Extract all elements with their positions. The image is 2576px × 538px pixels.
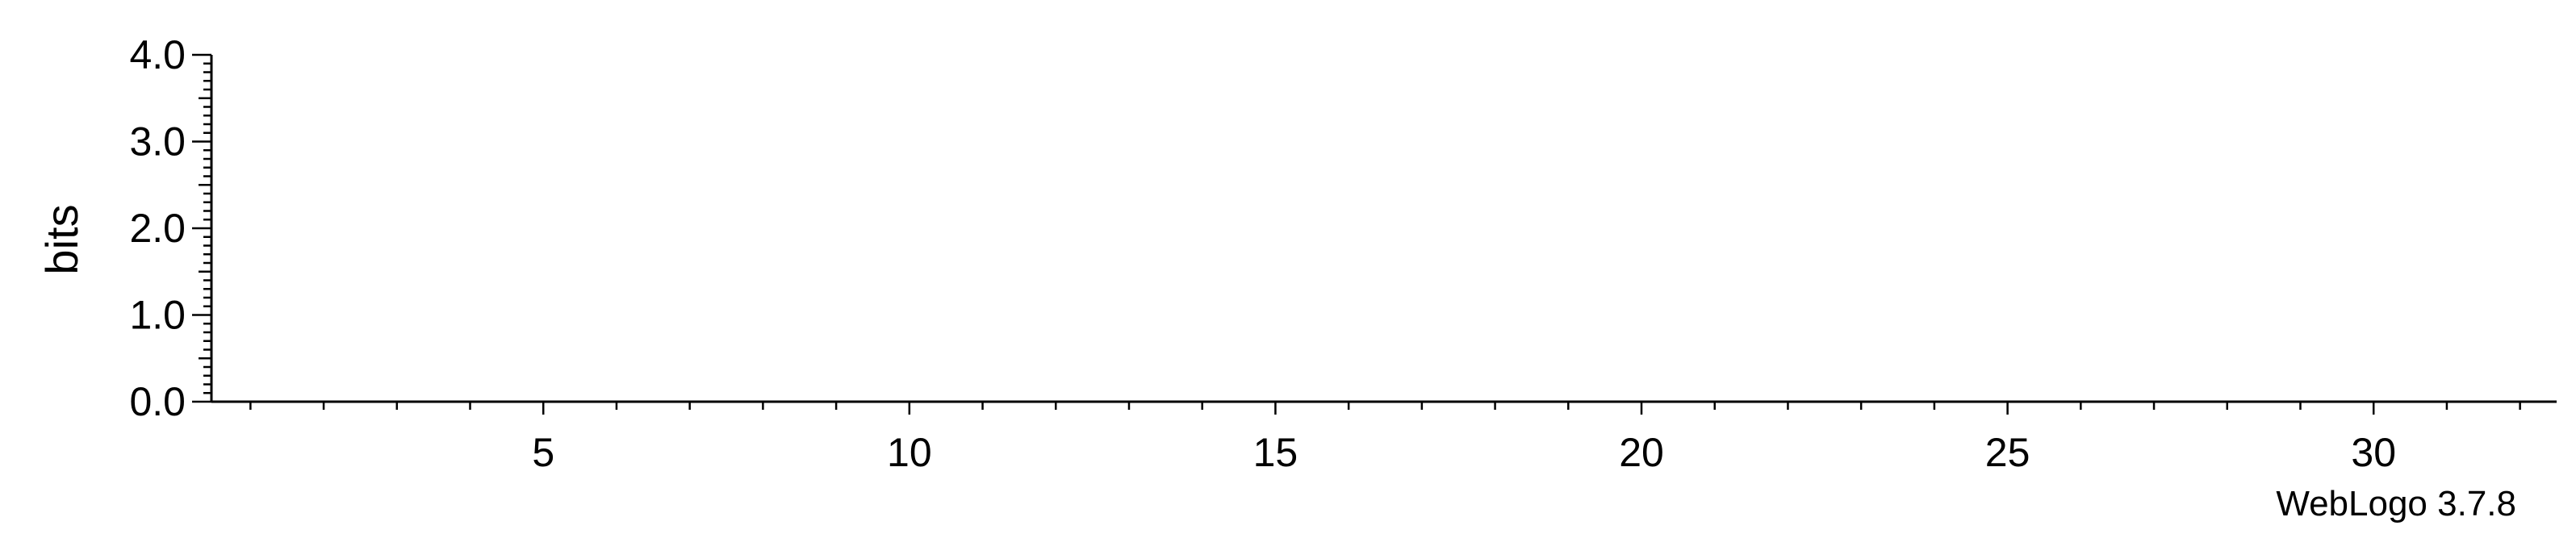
x-tick-label: 30	[2351, 430, 2396, 475]
x-tick-label: 15	[1253, 430, 1298, 475]
x-tick-label: 5	[532, 430, 554, 475]
y-axis: 0.0 1.0 2.0 3.0 4.0 bits	[36, 32, 213, 424]
y-tick-label: 1.0	[129, 293, 186, 338]
y-tick-label: 3.0	[129, 119, 186, 165]
y-axis-label: bits	[36, 204, 87, 274]
x-tick-label: 20	[1619, 430, 1664, 475]
y-tick-label: 0.0	[129, 379, 186, 424]
x-tick-label: 25	[1985, 430, 2030, 475]
weblogo-credit: WebLogo 3.7.8	[2276, 484, 2516, 523]
y-tick-label: 2.0	[129, 206, 186, 251]
y-tick-label: 4.0	[129, 32, 186, 77]
x-tick-label: 10	[887, 430, 932, 475]
x-axis: 5 10 15 20 25 30	[211, 400, 2557, 475]
